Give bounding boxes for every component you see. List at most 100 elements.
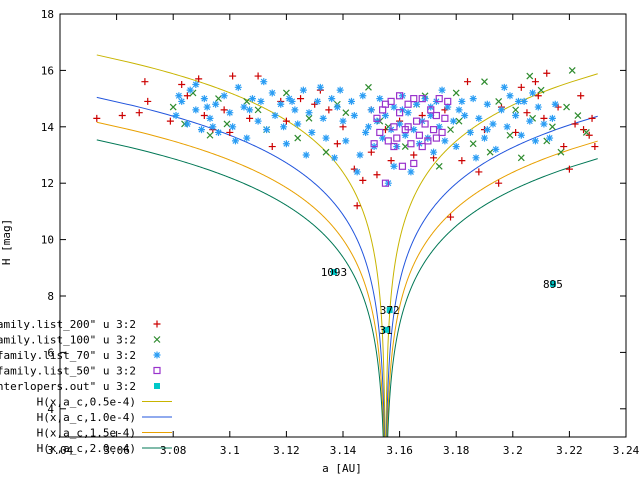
- y-tick-label: 6: [47, 346, 54, 359]
- star-marker: [186, 86, 194, 94]
- star-marker: [333, 103, 341, 111]
- star-marker: [356, 151, 364, 159]
- star-marker: [492, 145, 500, 153]
- square-marker: [404, 123, 412, 131]
- plus-marker: [93, 114, 101, 122]
- star-marker: [438, 86, 446, 94]
- star-marker: [396, 120, 404, 128]
- square-marker: [410, 159, 418, 168]
- cross-marker: [574, 112, 582, 119]
- plus-marker: [410, 151, 418, 159]
- cross-marker: [282, 89, 290, 97]
- series-group: [370, 92, 452, 187]
- star-marker: [534, 103, 542, 111]
- star-marker: [531, 137, 539, 145]
- star-marker: [319, 114, 327, 122]
- square-marker: [396, 92, 404, 100]
- cross-marker: [322, 148, 330, 156]
- plus-marker: [183, 92, 191, 100]
- star-marker: [367, 106, 375, 114]
- star-marker: [390, 103, 398, 111]
- plus-marker: [220, 106, 228, 114]
- plus-marker: [591, 143, 599, 151]
- legend-label: 'family.list_100" u 3:2: [0, 334, 136, 347]
- plus-marker: [359, 176, 367, 184]
- plus-marker: [531, 78, 539, 86]
- point-annotation: 895: [543, 278, 563, 291]
- star-marker: [376, 95, 384, 103]
- star-marker: [472, 154, 480, 162]
- cross-marker: [169, 103, 177, 111]
- square-marker: [424, 137, 432, 145]
- legend-label: H(x,a_c,0.5e-4): [37, 396, 136, 409]
- cross-marker: [526, 72, 534, 80]
- star-marker: [517, 131, 525, 139]
- square-marker: [384, 137, 392, 145]
- plus-marker: [523, 109, 531, 117]
- data-points: [93, 66, 599, 333]
- plus-marker: [571, 120, 579, 128]
- fit-curves: [96, 54, 598, 438]
- star-marker: [461, 112, 469, 120]
- cross-marker: [305, 114, 313, 122]
- legend-label: H(x,a_c,2.0e-4): [37, 442, 136, 455]
- star-marker: [500, 83, 508, 91]
- star-marker: [379, 134, 387, 142]
- star-marker: [407, 168, 415, 176]
- star-marker: [526, 117, 534, 125]
- plus-marker: [200, 112, 208, 120]
- plus-marker: [268, 143, 276, 151]
- star-marker: [540, 120, 548, 128]
- cross-marker: [294, 134, 302, 142]
- star-marker: [172, 112, 180, 120]
- star-marker: [322, 134, 330, 142]
- filled-square-marker: [154, 383, 160, 389]
- star-marker: [257, 97, 265, 105]
- star-marker: [466, 128, 474, 136]
- star-marker: [520, 97, 528, 105]
- plus-marker: [118, 112, 126, 120]
- star-marker: [314, 97, 322, 105]
- star-marker: [178, 97, 186, 105]
- legend-label: H(x,a_c,1.5e-4): [37, 427, 136, 440]
- star-marker: [277, 100, 285, 108]
- x-tick-label: 3.14: [330, 444, 357, 457]
- plus-marker: [447, 213, 455, 221]
- star-marker: [288, 97, 296, 105]
- star-marker: [529, 89, 537, 97]
- star-marker: [489, 120, 497, 128]
- star-marker: [546, 134, 554, 142]
- y-tick-label: 12: [41, 177, 54, 190]
- star-marker: [282, 140, 290, 148]
- legend-label: H(x,a_c,1.0e-4): [37, 411, 136, 424]
- x-tick-label: 3.24: [613, 444, 640, 457]
- star-marker: [455, 106, 463, 114]
- plus-marker: [226, 128, 234, 136]
- cross-marker: [563, 103, 570, 111]
- axis-ticks: 3.04 3.06 3.08 3.1 3.12 3.14 3.16 3.18 3.2 3.22 3.…: [41, 8, 640, 457]
- square-marker: [412, 117, 421, 125]
- square-marker: [427, 106, 435, 114]
- annotations: 1093 372 31 895: [321, 266, 563, 337]
- star-marker: [308, 128, 316, 136]
- curve-line: [385, 140, 598, 438]
- cross-marker: [243, 97, 251, 105]
- square-marker: [393, 134, 401, 142]
- star-marker: [410, 126, 418, 134]
- cross-marker: [557, 148, 565, 156]
- plus-marker: [367, 148, 375, 156]
- star-marker: [548, 114, 556, 122]
- star-marker: [280, 123, 288, 131]
- star-marker: [449, 117, 457, 125]
- x-tick-label: 3.22: [556, 444, 583, 457]
- plus-marker: [543, 69, 551, 77]
- plus-marker: [166, 117, 174, 125]
- star-marker: [390, 162, 398, 170]
- star-marker: [291, 106, 299, 114]
- x-tick-label: 3.18: [443, 444, 470, 457]
- plus-marker: [153, 320, 161, 328]
- star-marker: [203, 103, 211, 111]
- star-marker: [353, 168, 361, 176]
- star-marker: [458, 97, 466, 105]
